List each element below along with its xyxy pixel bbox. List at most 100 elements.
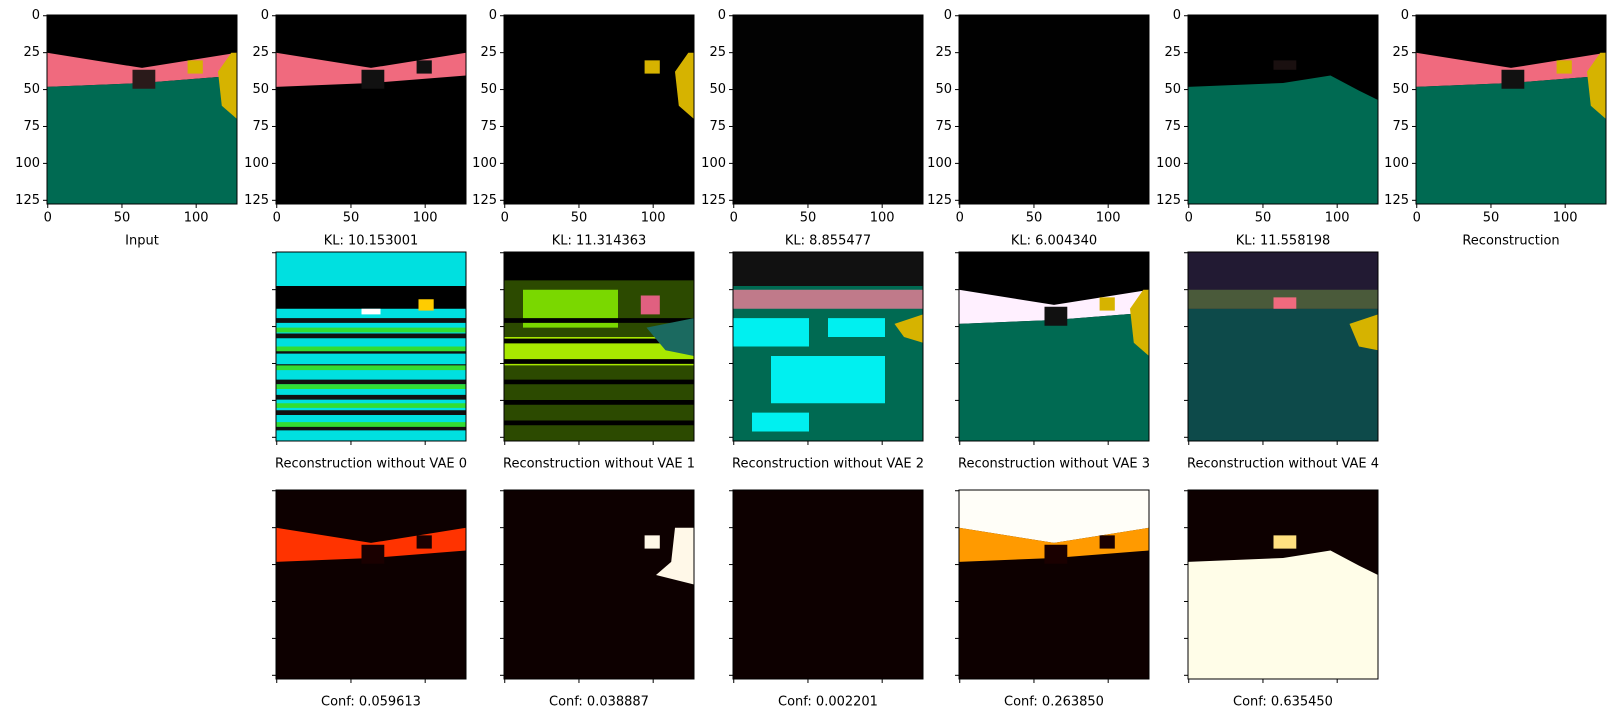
y-tick-label: 100 bbox=[244, 156, 269, 171]
image-region bbox=[733, 289, 923, 309]
image-region bbox=[675, 52, 694, 119]
image-region bbox=[361, 69, 385, 89]
y-tick-label: 0 bbox=[944, 8, 952, 23]
image-region bbox=[1099, 297, 1115, 311]
y-tick-label: 100 bbox=[1156, 156, 1181, 171]
axes-frame bbox=[503, 14, 695, 205]
x-tick-label: 100 bbox=[641, 211, 666, 226]
axes-frame bbox=[275, 14, 467, 205]
bottom-panel bbox=[729, 489, 924, 683]
image-region bbox=[504, 252, 694, 281]
bottom-panel bbox=[1184, 489, 1379, 683]
image-region bbox=[646, 318, 694, 356]
image-background bbox=[276, 15, 466, 204]
image-background bbox=[733, 490, 923, 679]
image-region bbox=[1188, 75, 1378, 204]
image-region bbox=[504, 338, 694, 344]
image-region bbox=[504, 400, 694, 405]
x-tick-label: 100 bbox=[184, 211, 209, 226]
axes-frame bbox=[503, 489, 695, 680]
x-tick-label: 50 bbox=[1483, 211, 1500, 226]
axes-frame bbox=[958, 251, 1150, 442]
image-region bbox=[644, 535, 660, 549]
image-region bbox=[1416, 75, 1606, 204]
x-tick-label: 100 bbox=[1096, 211, 1121, 226]
middle-panel bbox=[272, 251, 467, 445]
x-tick-label: 0 bbox=[44, 211, 52, 226]
image-region bbox=[644, 60, 660, 74]
image-region bbox=[276, 384, 466, 390]
y-tick-label: 50 bbox=[252, 82, 269, 97]
panel-caption: Conf: 0.059613 bbox=[321, 695, 421, 710]
panel-caption: Reconstruction bbox=[1462, 234, 1559, 249]
panel-caption: Reconstruction without VAE 1 bbox=[503, 457, 695, 472]
top-panel: 0 25 50 75 100 125 0 50 100 bbox=[701, 8, 924, 226]
image-region bbox=[276, 318, 466, 323]
y-tick-label: 25 bbox=[480, 45, 497, 60]
panel-caption: KL: 11.558198 bbox=[1236, 234, 1331, 249]
top-panel: 0 25 50 75 100 125 0 50 100 bbox=[927, 8, 1150, 226]
y-tick-label: 125 bbox=[472, 193, 497, 208]
middle-panel bbox=[955, 251, 1150, 445]
image-region bbox=[276, 379, 466, 385]
x-tick-label: 0 bbox=[956, 211, 964, 226]
image-region bbox=[416, 60, 432, 74]
x-tick-label: 100 bbox=[1325, 211, 1350, 226]
y-tick-label: 50 bbox=[1164, 82, 1181, 97]
middle-panel bbox=[1184, 251, 1379, 445]
x-tick-label: 100 bbox=[870, 211, 895, 226]
x-tick-label: 50 bbox=[1026, 211, 1043, 226]
image-region bbox=[276, 327, 466, 333]
image-region bbox=[504, 337, 694, 366]
y-tick-label: 0 bbox=[261, 8, 269, 23]
middle-panel bbox=[500, 251, 695, 445]
axes-frame bbox=[958, 489, 1150, 680]
panel-caption: Reconstruction without VAE 3 bbox=[958, 457, 1150, 472]
y-tick-label: 0 bbox=[718, 8, 726, 23]
y-tick-label: 125 bbox=[927, 193, 952, 208]
x-tick-label: 100 bbox=[413, 211, 438, 226]
panel-caption: Conf: 0.635450 bbox=[1233, 695, 1333, 710]
panel-caption: Conf: 0.263850 bbox=[1004, 695, 1104, 710]
image-region bbox=[771, 355, 885, 404]
panel-caption: KL: 10.153001 bbox=[324, 234, 419, 249]
y-tick-label: 75 bbox=[935, 119, 952, 134]
y-tick-label: 25 bbox=[1392, 45, 1409, 60]
panel-caption: Reconstruction without VAE 0 bbox=[275, 457, 467, 472]
axes-frame bbox=[732, 251, 924, 442]
image-background bbox=[733, 15, 923, 204]
y-tick-label: 100 bbox=[1384, 156, 1409, 171]
y-tick-label: 50 bbox=[1392, 82, 1409, 97]
image-region bbox=[894, 314, 923, 343]
top-panel: 0 25 50 75 100 125 0 50 100 bbox=[15, 8, 238, 226]
axes-frame bbox=[1415, 14, 1607, 205]
x-tick-label: 50 bbox=[114, 211, 131, 226]
y-tick-label: 75 bbox=[480, 119, 497, 134]
axes-frame bbox=[275, 489, 467, 680]
y-tick-label: 0 bbox=[1401, 8, 1409, 23]
image-background bbox=[276, 490, 466, 679]
image-region bbox=[276, 410, 466, 416]
image-region bbox=[47, 75, 237, 204]
image-region bbox=[1501, 69, 1525, 89]
axes-frame bbox=[46, 14, 238, 205]
image-region bbox=[1044, 544, 1068, 564]
image-region bbox=[361, 544, 385, 564]
y-tick-label: 0 bbox=[489, 8, 497, 23]
panel-caption: Reconstruction without VAE 4 bbox=[1187, 457, 1379, 472]
axes-frame bbox=[275, 251, 467, 442]
image-region bbox=[733, 252, 923, 287]
image-region bbox=[752, 412, 809, 432]
y-tick-label: 50 bbox=[480, 82, 497, 97]
bottom-panel bbox=[955, 489, 1150, 683]
y-tick-label: 125 bbox=[701, 193, 726, 208]
y-tick-label: 50 bbox=[23, 82, 40, 97]
y-tick-label: 75 bbox=[23, 119, 40, 134]
y-tick-label: 50 bbox=[935, 82, 952, 97]
axes-frame bbox=[1187, 14, 1379, 205]
y-tick-label: 125 bbox=[1156, 193, 1181, 208]
y-tick-label: 25 bbox=[1164, 45, 1181, 60]
x-tick-label: 0 bbox=[1185, 211, 1193, 226]
y-tick-label: 75 bbox=[252, 119, 269, 134]
y-tick-label: 0 bbox=[32, 8, 40, 23]
